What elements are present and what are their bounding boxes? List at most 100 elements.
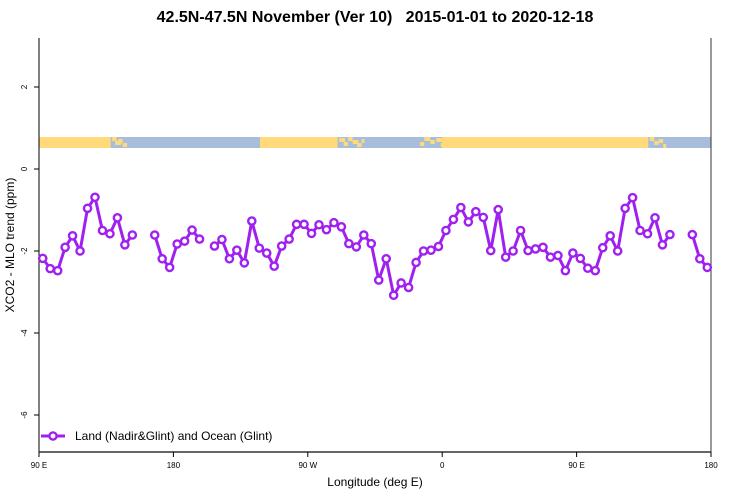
- data-point: [164, 262, 175, 273]
- data-point: [82, 203, 93, 214]
- data-point: [37, 253, 48, 264]
- data-point: [336, 222, 347, 232]
- data-point: [314, 219, 324, 230]
- data-point: [493, 204, 504, 215]
- land-speckle: [112, 137, 117, 141]
- data-point: [373, 275, 384, 285]
- data-point: [500, 252, 511, 262]
- land-segment: [576, 137, 649, 148]
- data-point: [657, 240, 668, 250]
- data-point: [45, 263, 56, 274]
- data-point: [187, 225, 197, 235]
- x-tick-label: 180: [167, 461, 181, 470]
- data-point: [172, 239, 182, 249]
- data-point: [321, 224, 332, 235]
- data-point: [269, 261, 280, 271]
- data-point: [366, 238, 377, 249]
- land-speckle: [419, 142, 425, 146]
- data-point: [105, 228, 115, 239]
- x-axis-label: Longitude (deg E): [327, 475, 423, 489]
- data-point: [299, 219, 309, 230]
- data-point: [284, 234, 294, 244]
- data-point: [538, 242, 548, 253]
- data-point: [612, 246, 623, 256]
- x-tick-label: 180: [704, 461, 718, 470]
- data-point: [635, 225, 645, 236]
- y-tick-label: 0: [20, 166, 29, 171]
- data-point: [75, 246, 85, 256]
- data-point: [344, 238, 354, 249]
- x-tick-label: 0: [440, 461, 445, 470]
- data-point: [695, 253, 705, 264]
- data-point: [463, 217, 474, 227]
- data-point: [67, 231, 78, 241]
- land-speckle: [343, 142, 349, 146]
- data-point: [523, 245, 533, 256]
- land-speckle: [658, 139, 664, 143]
- data-point: [485, 245, 496, 256]
- data-point: [687, 229, 698, 240]
- data-point: [90, 192, 100, 203]
- land-speckle: [339, 138, 346, 142]
- data-point: [478, 212, 489, 223]
- data-point: [560, 265, 571, 276]
- data-point: [209, 241, 220, 251]
- data-point: [246, 216, 257, 226]
- land-speckle: [424, 137, 431, 141]
- data-point: [642, 228, 653, 239]
- data-point: [426, 245, 436, 255]
- land-speckle: [115, 141, 122, 145]
- data-point: [665, 229, 675, 240]
- data-point: [448, 214, 459, 225]
- y-tick-label: -2: [20, 247, 29, 255]
- data-point: [112, 212, 123, 223]
- land-speckle: [122, 143, 128, 147]
- data-point: [120, 240, 130, 250]
- data-point: [411, 257, 421, 268]
- data-point: [545, 252, 556, 262]
- data-point: [217, 234, 227, 245]
- data-point: [515, 225, 526, 236]
- data-point: [530, 244, 541, 254]
- data-point: [403, 282, 414, 293]
- data-point: [456, 202, 466, 213]
- x-tick-label: 90 W: [298, 461, 317, 470]
- y-tick-label: 2: [20, 84, 29, 89]
- data-point: [261, 248, 272, 258]
- data-point: [351, 242, 362, 252]
- data-point: [702, 262, 713, 273]
- land-speckle: [440, 143, 446, 147]
- data-point: [568, 248, 578, 258]
- data-point: [575, 253, 586, 264]
- data-point: [388, 290, 399, 301]
- land-speckle: [118, 139, 123, 143]
- y-tick-label: -6: [20, 411, 29, 419]
- data-point: [157, 253, 167, 264]
- data-point: [433, 241, 444, 252]
- x-tick-label: 90 E: [568, 461, 584, 470]
- chart-title: 42.5N-47.5N November (Ver 10) 2015-01-01…: [156, 9, 594, 26]
- data-point: [306, 228, 317, 239]
- data-point: [381, 253, 392, 264]
- x-tick-label: 90 E: [31, 461, 47, 470]
- ocean-strip: [39, 137, 711, 148]
- data-point: [553, 250, 563, 261]
- land-speckle: [430, 140, 435, 144]
- y-tick-label: -4: [20, 329, 29, 337]
- data-point: [97, 225, 108, 236]
- data-point: [358, 230, 369, 240]
- data-point: [149, 230, 160, 240]
- data-point: [276, 241, 287, 251]
- legend-label: Land (Nadir&Glint) and Ocean (Glint): [75, 429, 272, 443]
- data-point: [508, 246, 518, 256]
- data-point: [418, 246, 429, 256]
- data-point: [127, 230, 138, 240]
- data-point: [254, 243, 265, 253]
- data-point: [232, 245, 242, 255]
- data-point: [194, 234, 205, 244]
- land-segment: [442, 137, 619, 148]
- data-point: [60, 242, 70, 253]
- land-speckle: [352, 140, 359, 144]
- data-point: [441, 225, 451, 236]
